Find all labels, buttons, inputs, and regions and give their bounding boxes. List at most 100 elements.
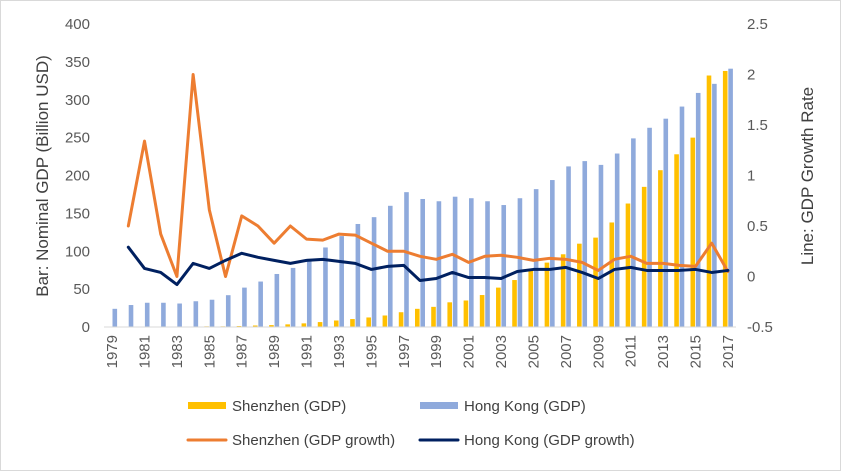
hongkong-gdp-bar [128,305,134,327]
y-axis-right: -0.5 0 0.5 1 1.5 2 2.5 [747,16,773,336]
y-axis-title: Bar: Nominal GDP (Billion USD) [33,55,52,297]
y-tick-label: 350 [65,54,90,71]
y-tick-label: 300 [65,92,90,109]
hongkong-gdp-bar [290,267,296,327]
legend-label: Shenzhen (GDP growth) [232,432,395,449]
shenzhen-gdp-bar [625,203,631,327]
shenzhen-gdp-bar [447,302,453,327]
y-tick-label: 50 [73,281,90,298]
x-tick-label: 1987 [234,335,251,368]
x-tick-label: 2013 [655,335,672,368]
y2-axis-title: Line: GDP Growth Rate [798,87,817,265]
lines-layer [126,73,730,287]
hongkong-gdp-bar [339,236,344,327]
hongkong-gdp-bar [112,308,118,327]
hongkong-gdp-bar [695,92,701,328]
hongkong-gdp-bar [242,287,247,327]
hongkong-gdp-bar [404,192,409,327]
shenzhen-gdp-bar [658,170,663,327]
shenzhen-gdp-bar [431,306,436,327]
x-tick-label: 2005 [525,335,542,368]
hongkong-gdp-bar [258,281,263,327]
hongkong-gdp-bar [355,223,361,327]
shenzhen-gdp-bar [609,222,615,327]
y-tick-label: 400 [65,16,90,33]
hongkong-gdp-bar [485,201,490,327]
x-tick-label: 1979 [104,335,121,368]
shenzhen-gdp-bar [252,325,258,327]
hongkong-gdp-bar [161,302,166,327]
shenzhen-gdp-bar [690,137,696,328]
shenzhen-gdp-bar [560,254,566,327]
shenzhen-gdp-bar [641,186,647,327]
legend: Shenzhen (GDP) Hong Kong (GDP) Shenzhen (G… [186,398,635,449]
hongkong-gdp-bar [209,299,215,327]
hongkong-growth-line [126,245,730,287]
hongkong-gdp-bar [193,301,199,327]
hongkong-gdp-bar [598,164,604,327]
hongkong-gdp-bar [679,106,685,327]
hongkong-gdp-bar [517,198,523,327]
x-tick-label: 1985 [201,335,218,368]
x-tick-label: 1983 [169,335,186,368]
shenzhen-gdp-bar [706,75,712,327]
x-tick-label: 1991 [299,335,316,368]
hongkong-gdp-bar [144,302,150,327]
hongkong-gdp-bar [566,166,571,327]
hongkong-gdp-bar [712,83,717,327]
y-tick-label: 250 [65,130,90,147]
x-tick-label: 1981 [137,335,154,368]
shenzhen-gdp-bar [382,315,388,327]
shenzhen-gdp-bar [479,295,485,327]
shenzhen-gdp-bar [496,287,501,327]
hongkong-gdp-bar [728,68,733,327]
y2-tick-label: 0.5 [747,218,768,235]
hongkong-gdp-bar [371,217,377,327]
hongkong-gdp-bar [274,273,280,327]
bars-layer [107,68,733,328]
hongkong-gdp-bar [533,189,539,327]
shenzhen-gdp-bar [350,319,355,327]
x-tick-label: 1989 [266,335,283,368]
x-tick-label: 2015 [688,335,705,368]
legend-swatch [420,402,458,409]
shenzhen-growth-line [126,73,730,278]
y2-tick-label: 2 [747,67,755,84]
hongkong-gdp-bar [550,180,555,327]
hongkong-gdp-bar [582,161,588,327]
hongkong-gdp-bar [501,205,507,327]
legend-swatch [188,402,226,409]
x-tick-label: 2001 [461,335,478,368]
hongkong-gdp-bar [663,118,669,327]
shenzhen-gdp-bar [333,320,339,327]
x-tick-label: 2009 [590,335,607,368]
shenzhen-gdp-bar [366,317,371,327]
y2-tick-label: -0.5 [747,319,773,336]
shenzhen-gdp-bar [512,280,517,327]
shenzhen-gdp-bar [317,322,323,327]
y2-tick-label: 1 [747,168,755,185]
x-tick-label: 2017 [720,335,737,368]
hongkong-gdp-bar [631,138,636,327]
legend-label: Shenzhen (GDP) [232,398,346,415]
shenzhen-gdp-bar [528,270,534,327]
y-tick-label: 150 [65,205,90,222]
y-tick-label: 100 [65,243,90,260]
shenzhen-gdp-bar [415,308,420,327]
shenzhen-gdp-bar [722,70,728,327]
y-tick-label: 0 [82,319,90,336]
x-axis: 1979 1981 1983 1985 1987 1989 1991 1993 1995 1997… [104,335,737,368]
shenzhen-gdp-bar [398,312,404,327]
hongkong-gdp-bar [436,201,442,327]
hongkong-gdp-bar [306,258,312,327]
hongkong-gdp-bar [225,295,231,327]
hongkong-gdp-bar [614,153,620,327]
shenzhen-gdp-bar [577,243,582,327]
y2-tick-label: 1.5 [747,117,768,134]
hongkong-gdp-bar [177,303,182,327]
hongkong-gdp-bar [647,127,652,327]
y2-tick-label: 0 [747,269,755,286]
legend-label: Hong Kong (GDP) [464,398,586,415]
shenzhen-gdp-bar [301,323,307,327]
